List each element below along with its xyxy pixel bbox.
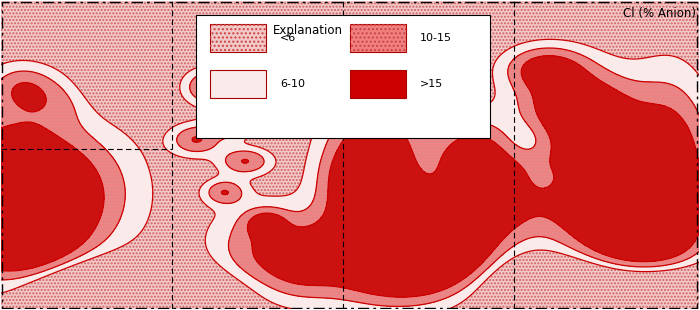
Point <box>0 307 6 310</box>
Bar <box>210 24 266 52</box>
Text: Explanation: Explanation <box>273 24 343 37</box>
Point <box>0 307 6 310</box>
Bar <box>196 15 490 138</box>
Text: 10-15: 10-15 <box>420 33 452 43</box>
Text: 6-10: 6-10 <box>280 79 305 89</box>
Bar <box>350 70 406 98</box>
Text: Cl (% Anion): Cl (% Anion) <box>623 7 696 20</box>
Text: >15: >15 <box>420 79 443 89</box>
Bar <box>210 70 266 98</box>
Bar <box>350 24 406 52</box>
Bar <box>350 24 406 52</box>
Bar <box>210 24 266 52</box>
Text: <6: <6 <box>280 33 296 43</box>
